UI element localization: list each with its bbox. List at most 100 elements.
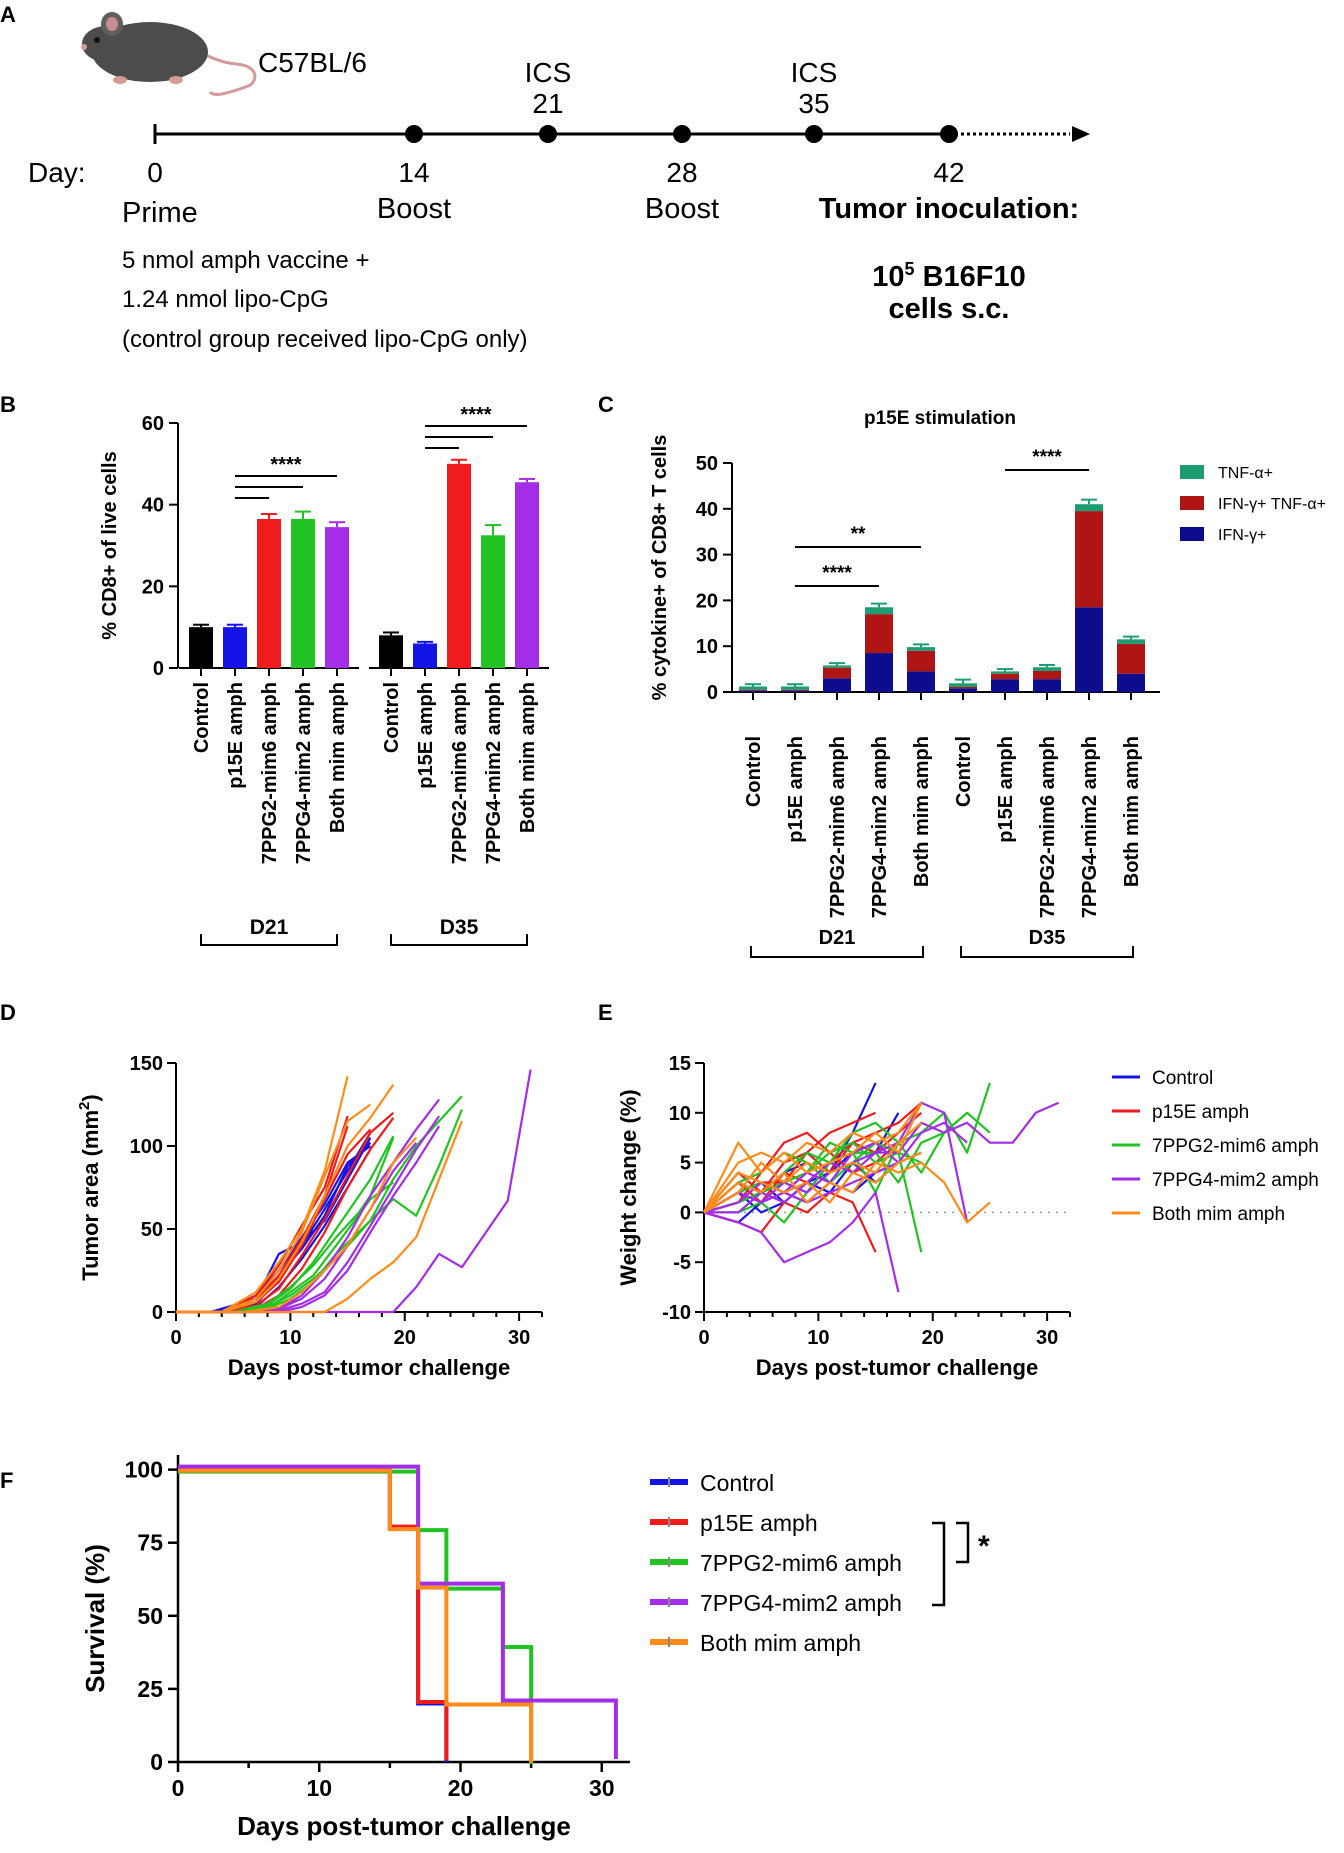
bar — [515, 482, 539, 668]
panel-letter-e: E — [598, 1000, 613, 1025]
bar-tnf — [949, 683, 977, 687]
mouse-icon — [81, 12, 257, 96]
strain-label: C57BL/6 — [258, 47, 367, 78]
legend-label: 7PPG4-mim2 amph — [700, 1590, 902, 1616]
x-tick-label: 7PPG2-mim6 amph — [449, 682, 471, 864]
y-tick-label: 20 — [142, 576, 164, 598]
significance-label: **** — [1032, 447, 1062, 468]
y-axis-label: Weight change (%) — [616, 1089, 641, 1285]
y-tick-label: 150 — [130, 1053, 163, 1075]
panel-f-chart: 0 25 50 75 100 0 10 20 30 Days post-tumor challen… — [80, 1455, 990, 1841]
significance-label: ** — [851, 524, 866, 545]
group-bracket — [200, 934, 338, 946]
x-axis-label: Days post-tumor challenge — [237, 1811, 571, 1841]
y-tick-label: -5 — [673, 1252, 691, 1274]
bar-ifn-tnf — [907, 650, 935, 672]
tumor-dose-rest: B16F10 — [923, 261, 1026, 293]
x-axis-label: Days post-tumor challenge — [756, 1355, 1038, 1380]
group-bracket — [960, 946, 1134, 958]
timeline-dot-d28 — [673, 125, 691, 143]
y-axis-label: Tumor area (mm2) — [76, 1094, 103, 1280]
legend-label: p15E amph — [1152, 1102, 1249, 1123]
tumor-dose-base: 10 — [872, 261, 904, 293]
boost-label-1: Boost — [377, 193, 451, 225]
bar-ifn-tnf — [949, 686, 977, 689]
panel-letter-a: A — [0, 2, 16, 27]
tumor-label-line: Tumor inoculation: — [819, 193, 1079, 225]
legend-label: Both mim amph — [1152, 1204, 1285, 1225]
y-tick-label: 10 — [696, 636, 718, 658]
y-tick-label: 50 — [137, 1603, 163, 1629]
bar-ifn-tnf — [739, 689, 767, 691]
series-line-mim2 — [176, 1069, 532, 1314]
series-line-control — [176, 1137, 372, 1314]
bar-ifn-tnf — [781, 689, 809, 691]
bar-tnf — [1117, 639, 1145, 644]
bar-ifn-tnf — [1117, 643, 1145, 674]
series-line-control — [703, 1112, 900, 1214]
legend-label: Control — [700, 1470, 774, 1496]
significance-label: **** — [270, 454, 301, 476]
tumor-dose: 105 B16F10 — [872, 259, 1026, 293]
group-label: D21 — [819, 927, 856, 949]
survival-curve-mim2 — [178, 1464, 618, 1759]
timeline-dot-d14 — [405, 125, 423, 143]
x-tick-label: Both mim amph — [1121, 736, 1143, 887]
tumor-dose-exp: 5 — [905, 259, 915, 279]
x-tick-label: 7PPG2-mim6 amph — [259, 682, 281, 864]
bar-ifn-tnf — [1033, 670, 1061, 680]
x-tick-label: Both mim amph — [911, 736, 933, 887]
panel-d-chart: 0 50 100 150 0 10 20 30 Days post-tumor challeng… — [76, 1053, 543, 1380]
prime-label: Prime — [122, 197, 198, 229]
y-tick-label: 15 — [669, 1053, 691, 1075]
tumor-dose-space — [915, 261, 923, 293]
y-axis-label: % cytokine+ of CD8+ T cells — [649, 435, 671, 701]
bar-ifn — [949, 688, 977, 692]
y-axis-label: % CD8+ of live cells — [99, 451, 121, 639]
y-tick-label: 60 — [142, 413, 164, 435]
y-tick-label: 0 — [680, 1202, 691, 1224]
x-axis-label: Days post-tumor challenge — [228, 1355, 510, 1380]
x-tick-label: p15E amph — [785, 736, 807, 843]
legend-label: IFN-γ+ — [1218, 527, 1266, 544]
bar-ifn-tnf — [823, 667, 851, 679]
y-tick-label: 25 — [137, 1676, 163, 1702]
bar-ifn — [1117, 673, 1145, 692]
bar-tnf — [823, 665, 851, 668]
day-42: 42 — [933, 157, 964, 188]
y-tick-label: 100 — [125, 1457, 163, 1483]
bar — [379, 635, 403, 668]
y-tick-label: 0 — [153, 658, 164, 680]
y-tick-label: 0 — [150, 1749, 163, 1775]
regimen-line-1: 5 nmol amph vaccine + — [122, 247, 369, 274]
regimen-line-2: 1.24 nmol lipo-CpG — [122, 286, 329, 313]
bar-ifn-tnf — [991, 673, 1019, 680]
ics-label-2: ICS — [791, 57, 838, 88]
x-tick-label: p15E amph — [415, 682, 437, 789]
ics-day-2: 35 — [798, 88, 829, 119]
panel-letter-d: D — [0, 1000, 16, 1025]
y-tick-label: 75 — [137, 1530, 163, 1556]
group-label: D35 — [1029, 927, 1066, 949]
x-tick-label: 10 — [807, 1327, 829, 1349]
significance-bracket-inner — [956, 1521, 970, 1564]
x-tick-label: 7PPG4-mim2 amph — [293, 682, 315, 864]
tumor-label: Tumor inoculation: — [819, 193, 1079, 225]
series-line-both — [703, 1161, 991, 1224]
legend-label: Control — [1152, 1068, 1213, 1089]
x-tick-label: 20 — [394, 1327, 416, 1349]
series-line-both — [703, 1151, 922, 1214]
tumor-cells: cells s.c. — [889, 293, 1010, 325]
group-label: D21 — [250, 916, 289, 939]
y-axis-label-main: Tumor area (mm — [78, 1110, 103, 1281]
x-tick-label: 0 — [698, 1327, 709, 1349]
panel-letter-b: B — [0, 392, 16, 417]
x-tick-label: Control — [953, 736, 975, 807]
y-axis-label-sup: 2 — [76, 1102, 93, 1110]
x-tick-label: 10 — [306, 1775, 332, 1801]
legend-label: 7PPG2-mim6 amph — [1152, 1136, 1319, 1157]
day-0: 0 — [147, 157, 163, 188]
x-tick-label: 7PPG4-mim2 amph — [483, 682, 505, 864]
legend-label: Both mim amph — [700, 1630, 861, 1656]
